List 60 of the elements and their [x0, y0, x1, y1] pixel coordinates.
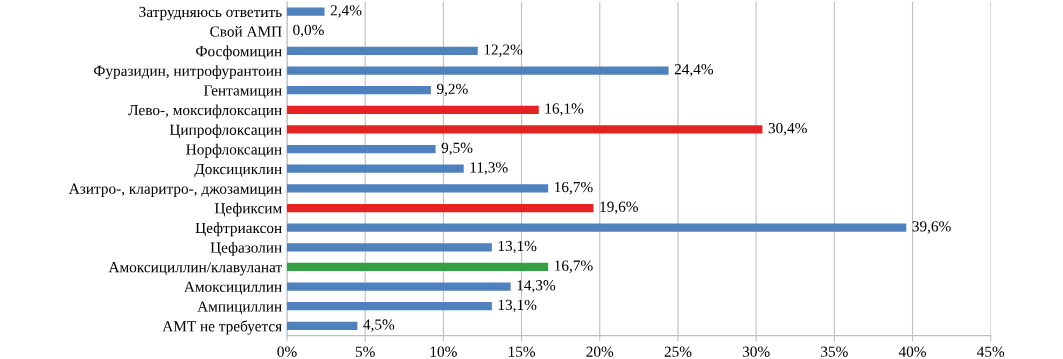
bar [287, 203, 594, 213]
x-tick-label: 35% [821, 346, 848, 357]
data-label: 13,1% [498, 240, 537, 254]
bar [287, 282, 511, 291]
data-label: 39,6% [912, 221, 951, 234]
bar [287, 7, 325, 16]
y-tick-label: Свой АМП [210, 26, 282, 37]
y-tick-label: Ципрофлоксацин [169, 124, 282, 139]
x-tick-label: 0% [277, 346, 297, 357]
y-tick-label: Амоксициллин/клавуланат [108, 262, 282, 276]
y-tick-label: Лево-, моксифлоксацин [128, 104, 282, 119]
y-tick-label: Ампициллин [197, 301, 282, 315]
y-tick-label: Фуразидин, нитрофурантоин [93, 65, 282, 80]
x-tick-label: 20% [586, 346, 614, 357]
y-tick-label: Цефиксим [214, 202, 282, 217]
data-label: 13,1% [498, 299, 537, 313]
x-tick-label: 10% [430, 346, 457, 357]
x-tick-label: 30% [742, 346, 770, 357]
bar [287, 321, 358, 330]
y-tick-label: Затрудняюсь ответить [139, 6, 282, 21]
y-tick-label: Азитро-, кларитро-, джозамицин [68, 183, 282, 197]
bar [287, 262, 549, 272]
data-label: 11,3% [470, 162, 508, 175]
x-tick-label: 25% [664, 346, 692, 357]
bar [287, 164, 464, 173]
y-tick-label: Доксициклин [194, 164, 282, 178]
data-label: 0,0% [293, 24, 324, 38]
data-label: 16,1% [545, 103, 584, 116]
x-tick-label: 15% [508, 346, 536, 357]
data-label: 16,7% [555, 181, 593, 195]
y-tick-label: Гентамицин [203, 85, 282, 99]
y-tick-label: Цефазолин [210, 241, 282, 256]
y-tick-label: Амоксициллин [184, 281, 282, 295]
x-tick-label: 5% [355, 346, 375, 357]
bar [287, 144, 436, 154]
y-tick-label: АМТ не требуется [162, 320, 282, 335]
data-label: 14,3% [517, 280, 556, 293]
data-label: 24,4% [674, 64, 714, 77]
bar [287, 66, 669, 75]
data-label: 19,6% [600, 201, 639, 215]
bar [287, 105, 539, 114]
bar [287, 46, 478, 56]
data-label: 4,5% [363, 319, 395, 332]
y-tick-label: Норфлоксацин [186, 143, 282, 158]
bar [287, 223, 907, 232]
data-label: 2,4% [330, 5, 362, 18]
data-label: 12,2% [484, 44, 523, 57]
data-label: 9,2% [436, 83, 468, 97]
data-label: 9,5% [441, 142, 473, 156]
bar [287, 184, 549, 193]
y-tick-label: Цефтриаксон [195, 222, 282, 237]
data-label: 30,4% [768, 122, 807, 136]
y-tick-label: Фосфомицин [196, 45, 282, 60]
bar [287, 86, 431, 95]
bar [287, 302, 492, 311]
x-tick-label: 40% [898, 346, 927, 357]
data-label: 16,7% [555, 260, 593, 273]
bar [287, 125, 763, 134]
x-tick-label: 45% [977, 346, 1005, 357]
bar [287, 243, 492, 252]
